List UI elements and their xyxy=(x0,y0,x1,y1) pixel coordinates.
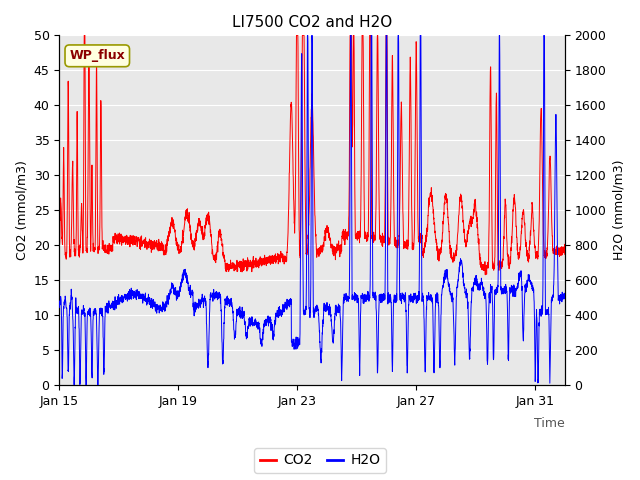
Text: WP_flux: WP_flux xyxy=(69,49,125,62)
Legend: CO2, H2O: CO2, H2O xyxy=(254,448,386,473)
Text: Time: Time xyxy=(534,417,565,430)
Y-axis label: CO2 (mmol/m3): CO2 (mmol/m3) xyxy=(15,160,28,260)
Title: LI7500 CO2 and H2O: LI7500 CO2 and H2O xyxy=(232,15,392,30)
Y-axis label: H2O (mmol/m3): H2O (mmol/m3) xyxy=(612,160,625,261)
